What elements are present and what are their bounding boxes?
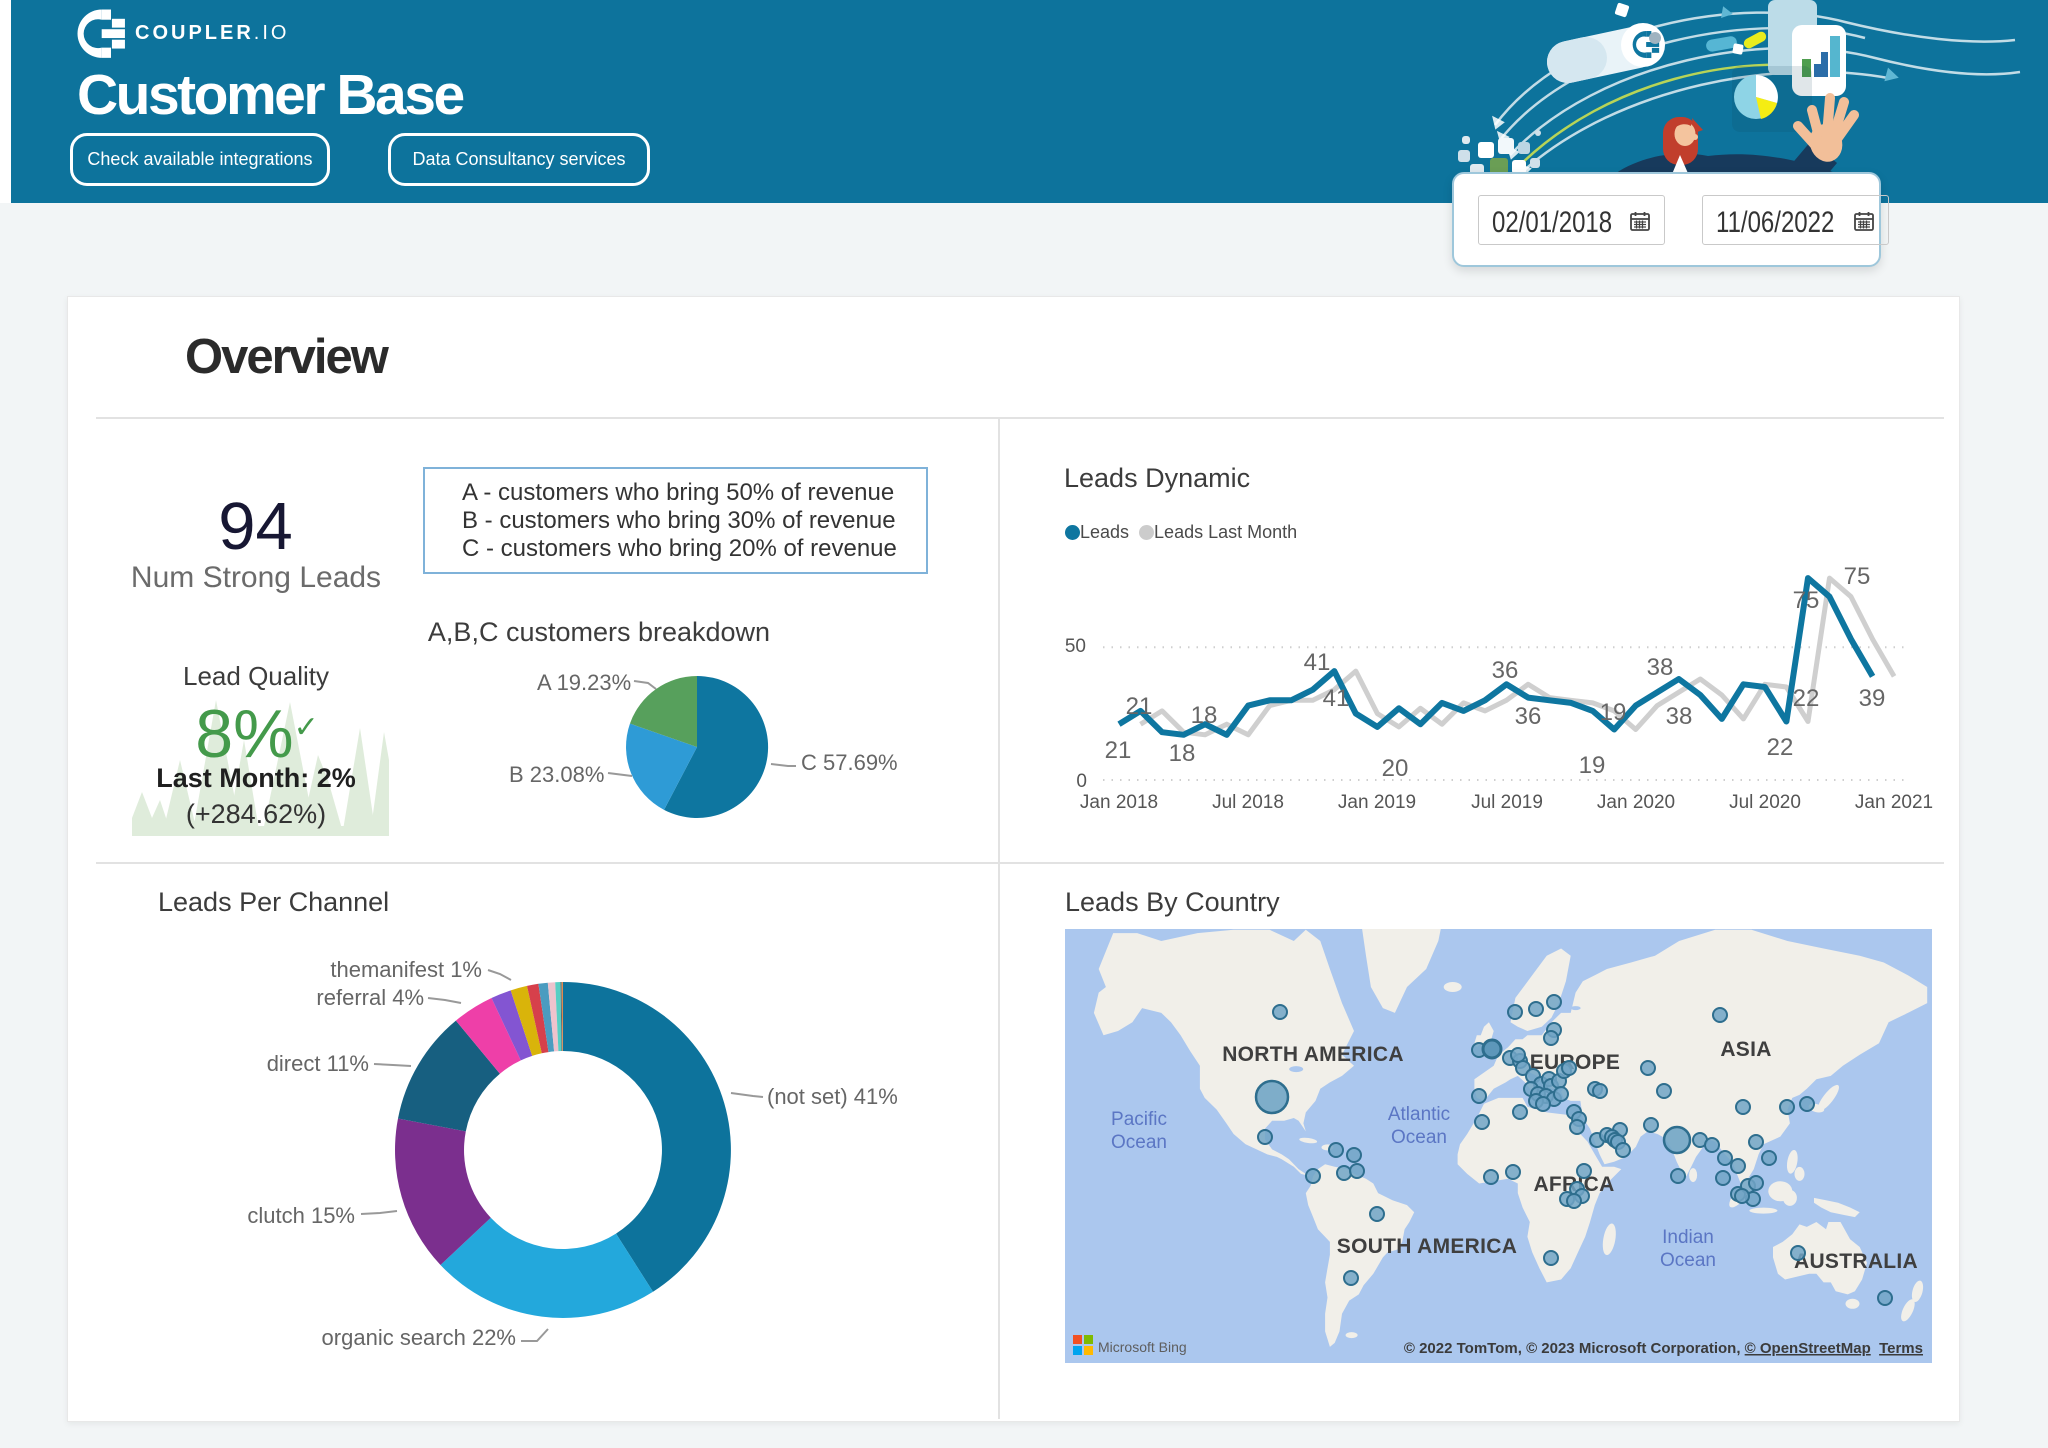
svg-text:39: 39 [1859, 685, 1886, 712]
svg-text:Indian: Indian [1662, 1227, 1714, 1248]
svg-text:ASIA: ASIA [1720, 1038, 1771, 1061]
svg-text:21: 21 [1105, 737, 1132, 764]
svg-text:Atlantic: Atlantic [1388, 1104, 1450, 1125]
svg-text:18: 18 [1169, 740, 1196, 767]
svg-text:themanifest 1%: themanifest 1% [330, 957, 482, 982]
svg-text:Ocean: Ocean [1391, 1127, 1447, 1148]
svg-text:41: 41 [1304, 649, 1331, 676]
svg-text:COUPLER.IO: COUPLER.IO [135, 22, 289, 44]
svg-text:SOUTH AMERICA: SOUTH AMERICA [1337, 1235, 1517, 1258]
svg-text:20: 20 [1382, 755, 1409, 782]
svg-text:19: 19 [1600, 699, 1627, 726]
svg-text:Jan 2021: Jan 2021 [1855, 792, 1933, 813]
svg-text:EUROPE: EUROPE [1530, 1051, 1621, 1074]
svg-text:NORTH AMERICA: NORTH AMERICA [1222, 1043, 1404, 1066]
svg-text:Pacific: Pacific [1111, 1109, 1167, 1130]
svg-text:referral 4%: referral 4% [316, 985, 424, 1010]
svg-text:0: 0 [1076, 771, 1087, 792]
svg-text:organic search 22%: organic search 22% [322, 1325, 516, 1350]
svg-text:36: 36 [1515, 703, 1542, 730]
svg-text:Jan 2019: Jan 2019 [1338, 792, 1416, 813]
svg-text:Jul 2018: Jul 2018 [1212, 792, 1284, 813]
svg-text:clutch 15%: clutch 15% [247, 1203, 355, 1228]
svg-text:75: 75 [1844, 563, 1871, 590]
svg-text:Jul 2019: Jul 2019 [1471, 792, 1543, 813]
svg-text:© 2022 TomTom, © 2023 Microsof: © 2022 TomTom, © 2023 Microsoft Corporat… [1404, 1340, 1923, 1357]
svg-text:75: 75 [1793, 587, 1820, 614]
svg-text:direct 11%: direct 11% [267, 1051, 369, 1076]
svg-text:41: 41 [1323, 685, 1350, 712]
svg-text:AUSTRALIA: AUSTRALIA [1794, 1250, 1918, 1273]
svg-text:Jul 2020: Jul 2020 [1729, 792, 1801, 813]
svg-text:22: 22 [1793, 685, 1820, 712]
svg-text:36: 36 [1492, 657, 1519, 684]
svg-text:Ocean: Ocean [1660, 1250, 1716, 1271]
svg-text:21: 21 [1126, 693, 1153, 720]
svg-text:Microsoft Bing: Microsoft Bing [1098, 1339, 1187, 1355]
svg-text:Ocean: Ocean [1111, 1132, 1167, 1153]
svg-text:19: 19 [1579, 752, 1606, 779]
svg-text:38: 38 [1666, 703, 1693, 730]
svg-text:(not set) 41%: (not set) 41% [767, 1084, 898, 1109]
svg-text:Jan 2018: Jan 2018 [1080, 792, 1158, 813]
svg-text:22: 22 [1767, 734, 1794, 761]
svg-text:18: 18 [1191, 702, 1218, 729]
svg-text:50: 50 [1065, 636, 1086, 657]
svg-text:38: 38 [1647, 654, 1674, 681]
svg-text:Jan 2020: Jan 2020 [1597, 792, 1675, 813]
